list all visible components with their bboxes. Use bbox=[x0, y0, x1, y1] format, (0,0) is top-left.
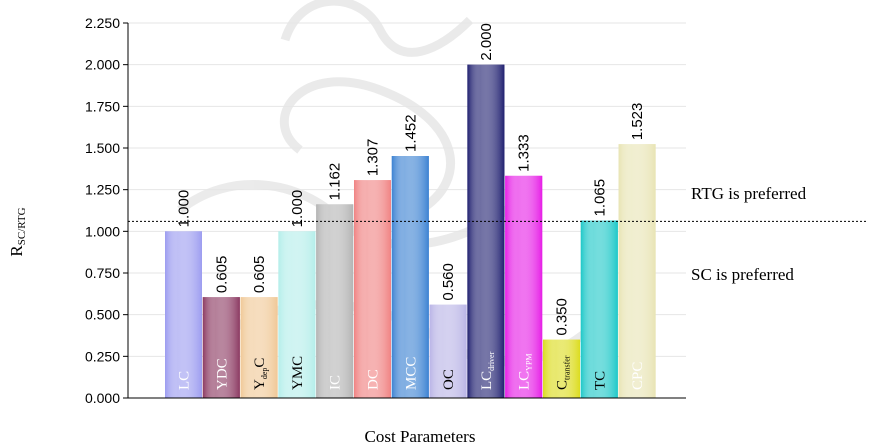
data-label: 0.605 bbox=[213, 256, 230, 294]
y-axis-title-sub: SC/RTG bbox=[16, 207, 28, 245]
category-label: LCdriver bbox=[479, 351, 496, 390]
y-tick-label: 1.250 bbox=[85, 182, 120, 198]
bar-shading-10 bbox=[505, 175, 543, 398]
category-label: YDC bbox=[214, 358, 230, 390]
data-label: 0.560 bbox=[440, 263, 457, 301]
y-tick-label: 0.500 bbox=[85, 307, 120, 323]
category-label: YdepC bbox=[252, 358, 269, 390]
y-tick-label: 1.000 bbox=[85, 223, 120, 239]
y-tick-label: 1.750 bbox=[85, 98, 120, 114]
bar-shading-8 bbox=[429, 304, 467, 398]
category-label: OC bbox=[441, 369, 457, 390]
y-tick-label: 2.000 bbox=[85, 57, 120, 73]
bar-shading-9 bbox=[467, 64, 505, 399]
data-label: 1.000 bbox=[289, 190, 306, 228]
y-tick-label: 0.250 bbox=[85, 348, 120, 364]
category-label: CPC bbox=[630, 362, 646, 390]
data-label: 2.000 bbox=[478, 23, 495, 61]
category-label: LC bbox=[177, 371, 193, 390]
data-label: 1.452 bbox=[402, 114, 419, 152]
bar-shading-7 bbox=[391, 156, 429, 398]
category-label: MCC bbox=[403, 357, 419, 390]
category-label: YMC bbox=[290, 356, 306, 390]
data-label: 1.333 bbox=[516, 134, 533, 172]
y-axis-title-main: R bbox=[7, 245, 26, 257]
bar-shading-13 bbox=[618, 144, 656, 398]
y-tick-label: 0.750 bbox=[85, 265, 120, 281]
x-axis-title: Cost Parameters bbox=[365, 427, 476, 446]
annotation-rtg-preferred: RTG is preferred bbox=[691, 184, 807, 203]
category-label: IC bbox=[328, 375, 344, 390]
data-label: 1.000 bbox=[176, 190, 193, 228]
data-label: 1.523 bbox=[629, 103, 646, 141]
data-label: 0.605 bbox=[251, 256, 268, 294]
y-axis-title: RSC/RTG bbox=[7, 207, 28, 256]
y-tick-label: 1.500 bbox=[85, 140, 120, 156]
data-label: 0.350 bbox=[554, 298, 571, 336]
bar-shading-5 bbox=[316, 204, 354, 398]
bars: 1.000 LC 0.605 YDC 0.605 YdepC 1.000 YMC 1.162 IC… bbox=[165, 23, 656, 399]
data-label: 1.162 bbox=[327, 163, 344, 201]
bar-shading-11 bbox=[543, 339, 580, 398]
category-label: LCYPM bbox=[517, 353, 534, 390]
data-label: 1.065 bbox=[591, 179, 608, 217]
category-label: Ctransfer bbox=[555, 355, 572, 390]
bar-shading-12 bbox=[580, 220, 618, 398]
bar-shading-1 bbox=[165, 231, 202, 398]
y-tick-labels: 0.000 0.250 0.500 0.750 1.000 1.250 1.500 1.750… bbox=[85, 15, 128, 406]
y-tick-label: 2.250 bbox=[85, 15, 120, 31]
bar-shading-2 bbox=[202, 297, 240, 398]
bar-shading-3 bbox=[240, 297, 278, 398]
bar-shading-4 bbox=[278, 231, 316, 398]
bar-shading-6 bbox=[354, 180, 391, 398]
data-label: 1.307 bbox=[365, 139, 382, 177]
category-label: TC bbox=[592, 371, 608, 390]
y-tick-label: 0.000 bbox=[85, 390, 120, 406]
category-label: DC bbox=[366, 369, 382, 390]
annotation-sc-preferred: SC is preferred bbox=[691, 265, 794, 284]
